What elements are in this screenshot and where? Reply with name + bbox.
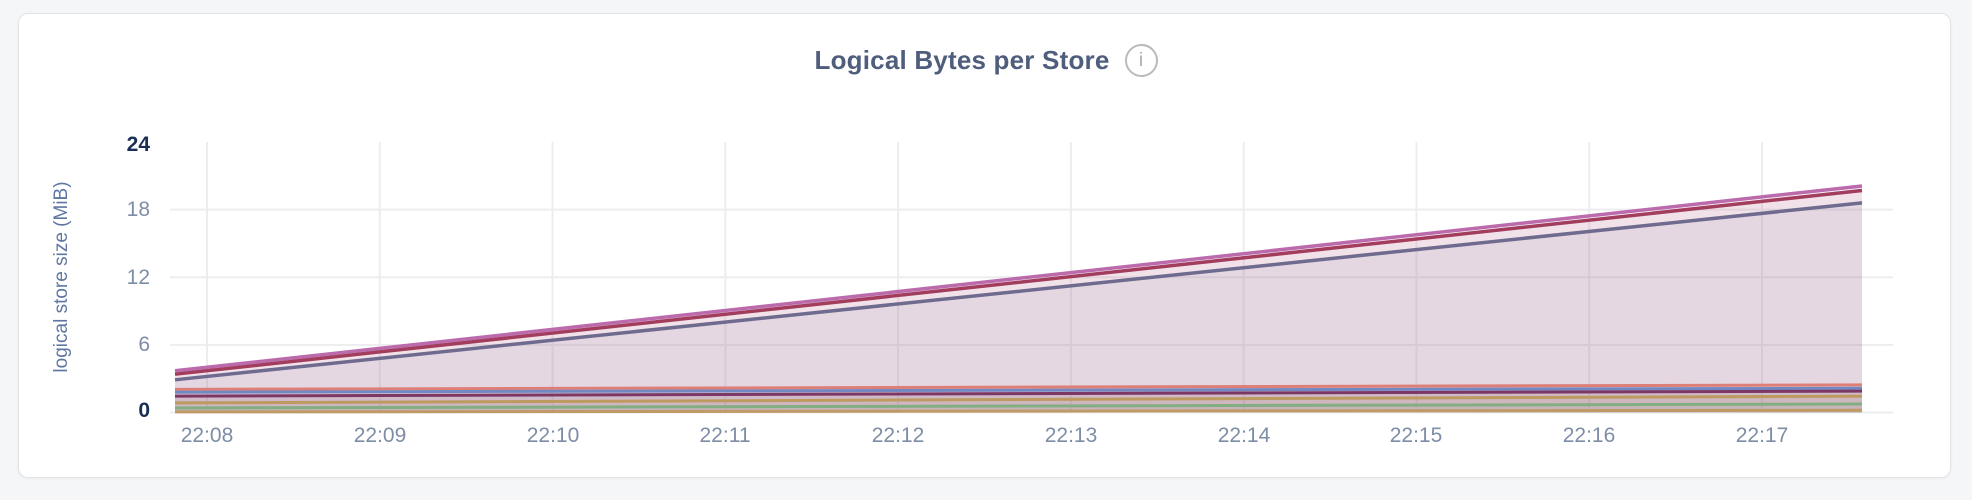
area-fill-series-1 xyxy=(175,185,1862,413)
y-tick-12: 12 xyxy=(126,266,150,289)
x-tick-2210: 22:10 xyxy=(526,424,580,447)
line-series-9 xyxy=(174,408,1863,414)
x-tick-2216: 22:16 xyxy=(1562,424,1616,447)
line-series-5 xyxy=(174,386,1863,394)
line-series-4 xyxy=(174,383,1863,391)
y-tick-0: 0 xyxy=(138,399,150,422)
x-tick-2208: 22:08 xyxy=(180,424,234,447)
area-fill-layer xyxy=(175,185,1862,413)
y-tick-24: 24 xyxy=(126,133,150,156)
line-series-7 xyxy=(174,394,1863,405)
x-tick-2211: 22:11 xyxy=(699,424,751,447)
line-series-3 xyxy=(174,201,1863,382)
line-series-8 xyxy=(174,402,1863,410)
line-series-2 xyxy=(174,188,1863,376)
series-line-layer xyxy=(174,184,1863,414)
area-fill-series-3 xyxy=(175,202,1862,413)
x-tick-2214: 22:14 xyxy=(1217,424,1271,447)
x-tick-2213: 22:13 xyxy=(1044,424,1098,447)
info-icon[interactable]: i xyxy=(1124,43,1158,77)
x-tick-2212: 22:12 xyxy=(871,424,925,447)
y-tick-6: 6 xyxy=(138,333,150,356)
x-tick-2217: 22:17 xyxy=(1735,424,1789,447)
y-tick-18: 18 xyxy=(126,198,150,221)
line-series-1 xyxy=(174,184,1863,373)
line-series-6 xyxy=(174,389,1863,398)
x-tick-2215: 22:15 xyxy=(1389,424,1443,447)
chart-header: Logical Bytes per Store i xyxy=(0,42,1972,78)
info-icon-glyph: i xyxy=(1138,49,1144,71)
x-tick-2209: 22:09 xyxy=(353,424,407,447)
chart-title: Logical Bytes per Store xyxy=(814,44,1110,75)
